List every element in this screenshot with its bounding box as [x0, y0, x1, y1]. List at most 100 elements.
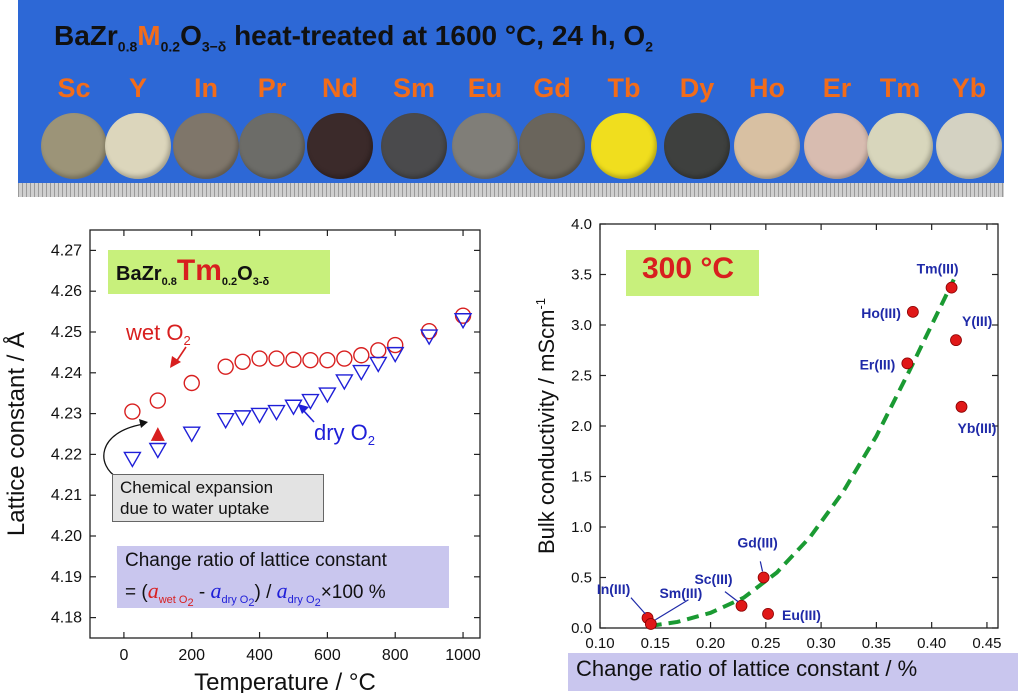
- x-tick-label: 0.20: [696, 635, 725, 652]
- wet-o2-point: [251, 350, 268, 367]
- dry-o2-point: [216, 413, 235, 430]
- right-chart-title-box: [626, 250, 759, 296]
- y-axis-label: Lattice constant / Å: [2, 332, 30, 536]
- wet-o2-point: [454, 307, 472, 324]
- ratio-definition-box: [117, 546, 449, 608]
- data-point-ybiii: [955, 400, 968, 413]
- right-chart-xlabel: Change ratio of lattice constant / %: [576, 656, 918, 681]
- y-tick-label: 2.0: [571, 418, 592, 435]
- wet-o2-point: [124, 403, 141, 420]
- data-label-eriii: Er(III): [860, 356, 896, 372]
- sample-disk-ho: [734, 113, 800, 179]
- banner-title: BaZr0.8M0.2O3−δ heat-treated at 1600 °C,…: [54, 20, 653, 55]
- data-point-sciii: [735, 599, 748, 612]
- element-label-eu: Eu: [467, 73, 503, 103]
- left-chart-title-box: [108, 250, 330, 294]
- annotation-pointer: [103, 423, 145, 479]
- y-tick-label: 1.5: [571, 469, 592, 486]
- y-tick-label: 4.25: [51, 324, 82, 341]
- element-label-tm: Tm: [879, 73, 921, 103]
- data-label-tmiii: Tm(III): [917, 261, 959, 277]
- data-point-yiii: [950, 334, 962, 347]
- x-tick-label: 600: [314, 647, 341, 664]
- sample-disk-gd: [519, 113, 585, 179]
- data-point-gdiii: [757, 571, 770, 584]
- element-label-y: Y: [128, 73, 147, 103]
- element-label-tb: Tb: [607, 73, 641, 103]
- y-tick-label: 4.20: [51, 528, 82, 545]
- element-label-ho: Ho: [749, 73, 785, 103]
- element-label-gd: Gd: [533, 73, 571, 103]
- wet-o2-point: [420, 322, 438, 340]
- data-point-tmiii: [945, 281, 958, 294]
- data-point-euiii: [762, 607, 774, 620]
- sample-disk-nd: [307, 113, 373, 179]
- x-tick-label: 0.15: [641, 635, 670, 652]
- y-tick-label: 0.5: [571, 570, 592, 587]
- sample-disk-tm: [867, 113, 933, 179]
- dry-o2-point: [453, 313, 473, 330]
- wet-o2-point: [234, 353, 251, 370]
- dry-o2-point: [148, 442, 168, 459]
- y-tick-label: 4.24: [51, 365, 82, 382]
- x-tick-label: 400: [246, 647, 273, 664]
- ratio-formula: = (awet O2 - adry O2) / adry O2×100 %: [125, 578, 386, 609]
- sample-disk-sm: [381, 113, 447, 179]
- data-label-hoiii: Ho(III): [861, 305, 901, 321]
- element-label-yb: Yb: [951, 73, 987, 103]
- wet-o2-point: [353, 347, 370, 364]
- sample-disk-tb: [591, 113, 657, 179]
- expansion-arrow-head: [150, 427, 165, 441]
- dry-o2-point: [182, 426, 201, 443]
- y-tick-label: 3.0: [571, 317, 592, 334]
- dry-o2-point: [352, 364, 371, 381]
- wet-o2-point: [217, 358, 234, 375]
- element-label-sm: Sm: [392, 73, 436, 103]
- element-label-er: Er: [822, 73, 852, 103]
- x-tick-label: 800: [382, 647, 409, 664]
- wet-o2-point: [183, 374, 200, 392]
- sample-disk-yb: [936, 113, 1002, 179]
- x-tick-label: 0.45: [972, 635, 1001, 652]
- ruler: [18, 183, 1004, 197]
- dry-o2-subscript: 2: [368, 433, 375, 448]
- y-tick-label: 4.22: [51, 446, 82, 463]
- y-tick-label: 4.26: [51, 283, 82, 300]
- data-label-ybiii: Yb(III): [958, 420, 997, 436]
- wet-o2-subscript: 2: [183, 333, 190, 348]
- dry-o2-point: [233, 410, 252, 427]
- data-point-eriii: [901, 357, 914, 370]
- dry-o2-label: dry O2: [314, 420, 375, 448]
- data-point-hoiii: [906, 305, 919, 318]
- element-label-in: In: [194, 73, 218, 103]
- element-label-sc: Sc: [57, 73, 91, 103]
- wet-o2-point: [149, 392, 167, 409]
- conductivity-chart: 0.10 0.15 0.20 0.25 0.30 0.35 0.40 0.45 0.0 0.5 1.…: [533, 216, 1002, 652]
- sample-disk-dy: [664, 113, 730, 179]
- y-tick-label: 2.5: [571, 368, 592, 385]
- label-pointer: [654, 599, 689, 621]
- wet-o2-label: wet O2: [125, 320, 191, 348]
- trend-line: [649, 278, 956, 628]
- y-axis-label-superscript: -1: [533, 298, 548, 310]
- plot-frame: [89, 229, 481, 639]
- x-tick-label: 0.35: [862, 635, 891, 652]
- data-label-gdiii: Gd(III): [737, 535, 777, 551]
- x-tick-label: 0.40: [917, 635, 946, 652]
- x-tick-label: 0.25: [751, 635, 780, 652]
- sample-disk-eu: [452, 113, 518, 179]
- sample-disk-er: [804, 113, 870, 179]
- wet-o2-point: [302, 351, 319, 369]
- y-tick-label: 3.5: [571, 267, 592, 284]
- lattice-constant-chart: 0 200 400 600 800 1000 4.18 4.19 4.20 4.21 4.22 4.2…: [2, 229, 481, 693]
- dry-o2-point: [335, 374, 354, 391]
- chemical-expansion-note: Chemical expansion due to water uptake: [120, 478, 274, 518]
- dry-o2-point: [369, 356, 388, 373]
- element-label-pr: Pr: [257, 73, 287, 103]
- wet-o2-point: [370, 342, 387, 359]
- data-label-iniii: In(III): [597, 581, 630, 597]
- data-label-yiii: Y(III): [962, 313, 992, 329]
- wet-o2-point: [319, 351, 336, 369]
- sample-disk-in: [173, 113, 239, 179]
- ratio-definition-title: Change ratio of lattice constant: [125, 550, 387, 571]
